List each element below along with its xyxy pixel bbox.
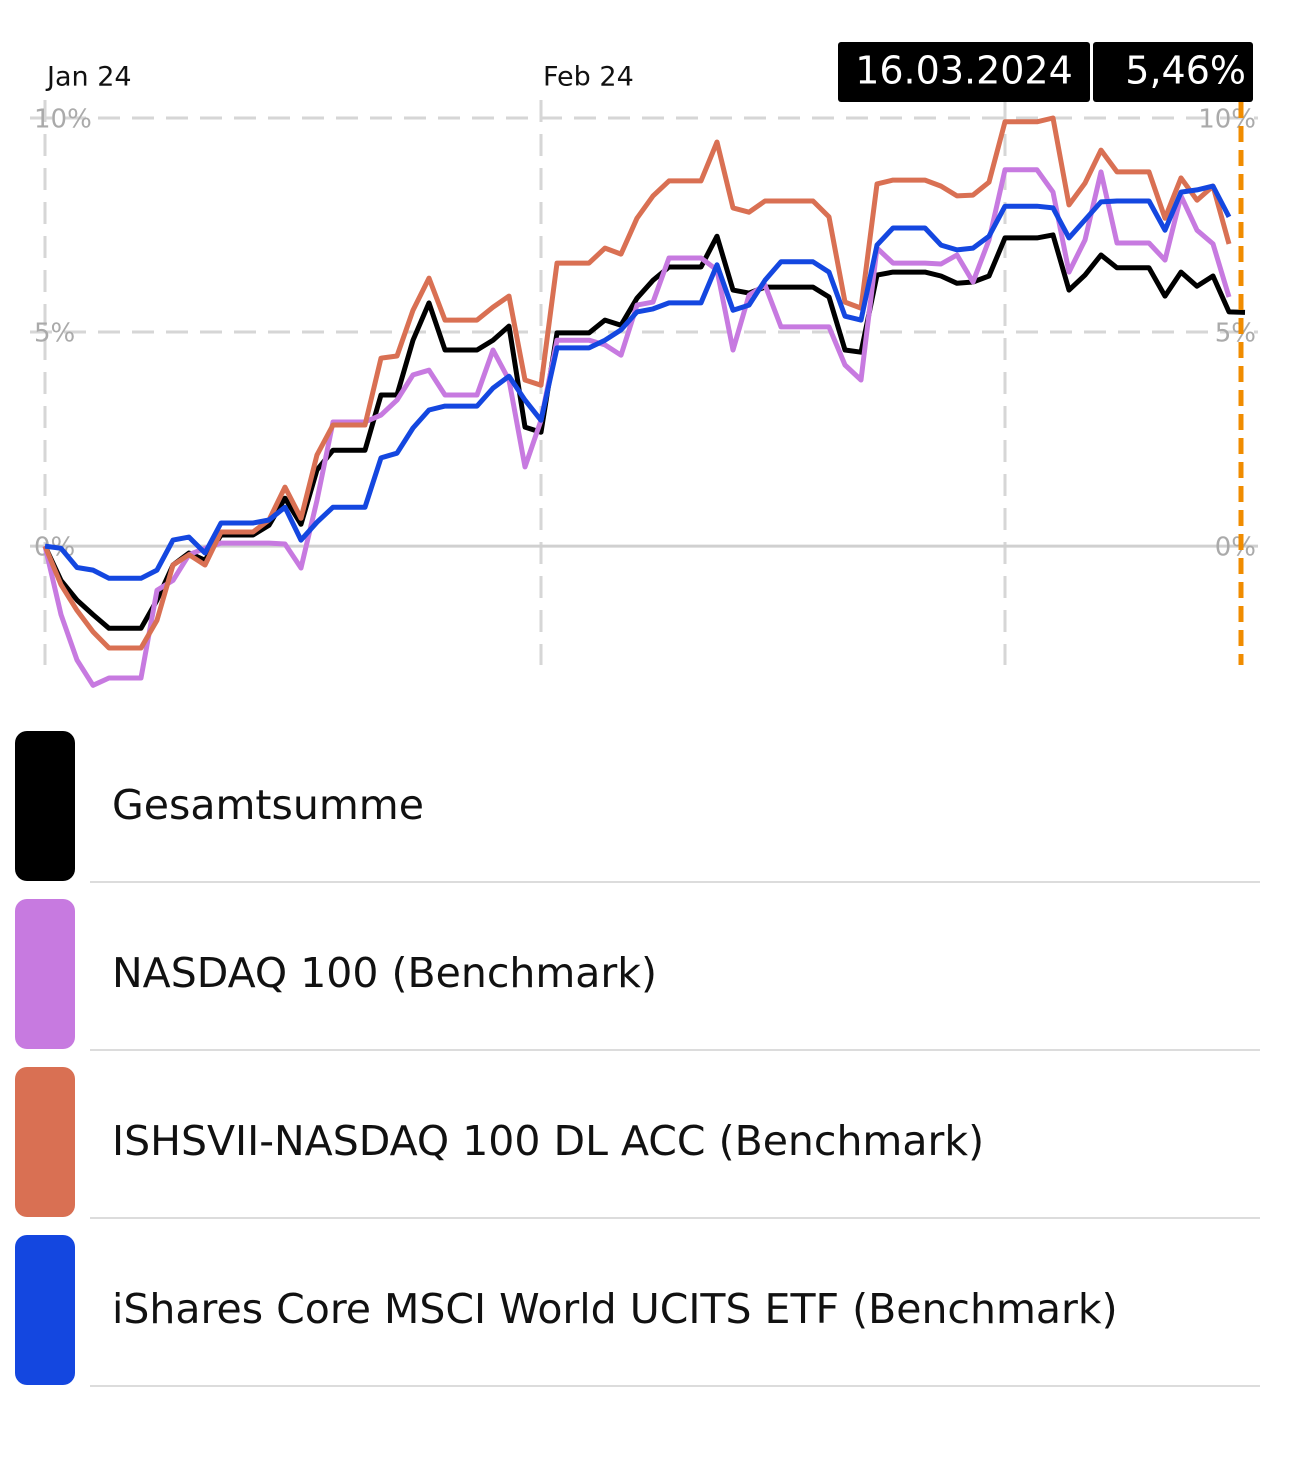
series-line [42,232,1246,631]
series-line [42,167,1232,688]
tooltip-date-box [838,42,1090,102]
tooltip-value: 5,46% [1125,49,1246,93]
legend-swatch [15,1067,75,1217]
legend-label: iShares Core MSCI World UCITS ETF (Bench… [112,1285,1118,1333]
x-tick-label: Jan 24 [45,62,132,93]
tooltip-date: 16.03.2024 [855,49,1073,93]
legend-label: NASDAQ 100 (Benchmark) [112,949,657,997]
tooltip-value-box [1093,42,1253,102]
legend-swatch [15,1235,75,1385]
series-line [42,115,1232,651]
y-tick-label: 10% [34,104,92,134]
y-tick-label: 0% [1215,533,1256,563]
series-line [44,183,1232,581]
y-tick-label: 5% [34,319,75,349]
legend-label: Gesamtsumme [112,781,424,829]
legend-swatch [15,731,75,881]
y-tick-label: 5% [1215,319,1256,349]
legend-label: ISHSVII-NASDAQ 100 DL ACC (Benchmark) [112,1117,984,1165]
x-tick-label: Feb 24 [543,62,634,93]
legend-swatch [15,899,75,1049]
y-tick-label: 10% [1198,104,1256,134]
